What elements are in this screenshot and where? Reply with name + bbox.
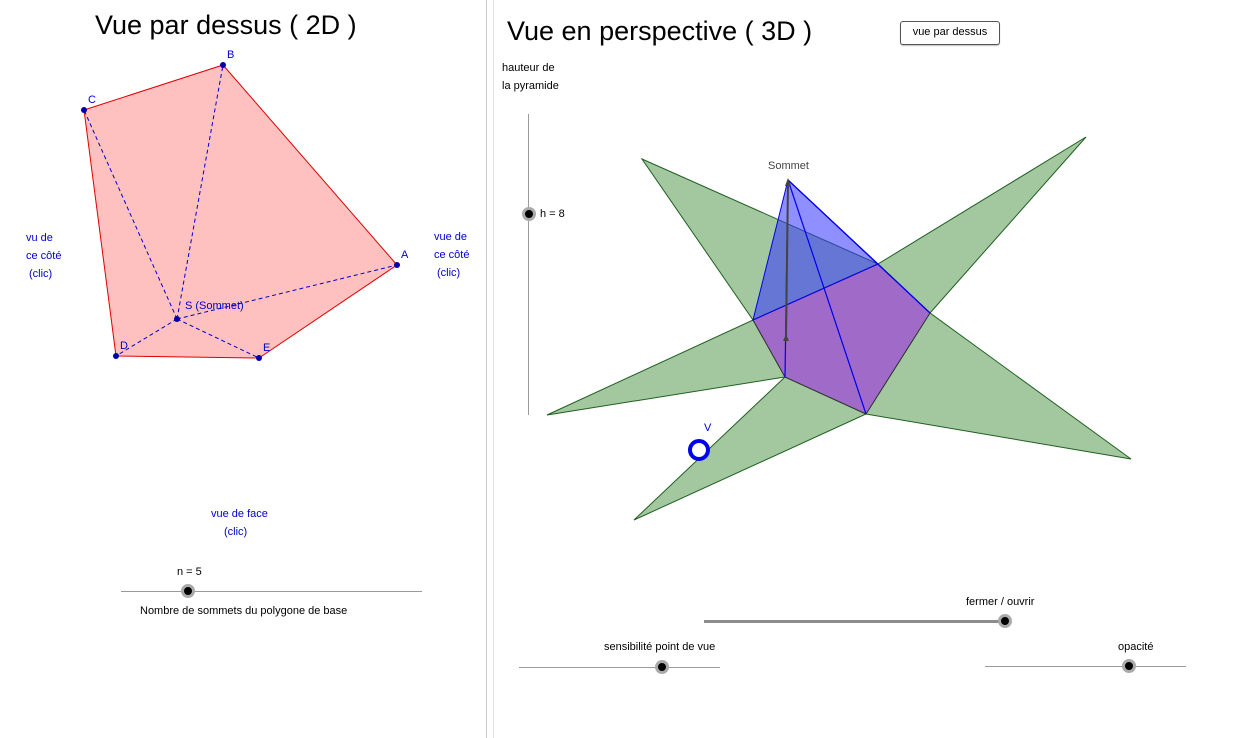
- apex-label: Sommet: [768, 160, 809, 172]
- point-b[interactable]: [220, 62, 226, 68]
- label-s: S (Sommet): [185, 300, 244, 312]
- view-left-line3: (clic): [29, 268, 53, 280]
- height-vector: [785, 181, 789, 341]
- slider-opacity-track[interactable]: [985, 666, 1186, 667]
- pane-divider-right: [493, 0, 494, 738]
- view-front-line2: (clic): [224, 526, 248, 538]
- view-right-line2: ce côté: [434, 249, 470, 261]
- pane-divider-left: [486, 0, 487, 738]
- point-e[interactable]: [256, 355, 262, 361]
- slider-sensitivity-track[interactable]: [519, 667, 720, 668]
- top-view-canvas[interactable]: [0, 0, 490, 738]
- view-front-line1: vue de face: [211, 508, 268, 520]
- top-view-button[interactable]: vue par dessus: [900, 21, 1000, 45]
- label-e: E: [263, 342, 271, 354]
- point-a[interactable]: [394, 262, 400, 268]
- height-label-line1: hauteur de: [502, 62, 555, 74]
- slider-opacity-label: opacité: [1118, 641, 1154, 653]
- view-right-line3: (clic): [437, 267, 461, 279]
- slider-n-label: n = 5: [177, 566, 202, 578]
- slider-open-knob[interactable]: [998, 614, 1012, 628]
- label-b: B: [227, 49, 235, 61]
- slider-sensitivity-label: sensibilité point de vue: [604, 641, 716, 653]
- point-s[interactable]: [174, 316, 180, 322]
- viewpoint-handle[interactable]: [688, 439, 710, 461]
- point-c[interactable]: [81, 107, 87, 113]
- left-pane-title: Vue par dessus ( 2D ): [95, 10, 357, 40]
- viewpoint-label: V: [704, 422, 712, 434]
- slider-open-track[interactable]: [704, 620, 1006, 623]
- slider-h-track[interactable]: [528, 114, 529, 415]
- slider-opacity-knob[interactable]: [1122, 659, 1136, 673]
- height-arrowhead: [785, 178, 791, 186]
- slider-h-knob[interactable]: [522, 207, 536, 221]
- slider-h-label: h = 8: [540, 208, 565, 220]
- view-left-line2: ce côté: [26, 250, 62, 262]
- slider-n-track[interactable]: [121, 591, 422, 592]
- label-a: A: [401, 249, 409, 261]
- slider-n-knob[interactable]: [181, 584, 195, 598]
- slider-sensitivity-knob[interactable]: [655, 660, 669, 674]
- view-left-line1: vu de: [26, 232, 53, 244]
- right-pane-title: Vue en perspective ( 3D ): [507, 16, 813, 46]
- dashed-edges: [83, 64, 398, 359]
- view-right-line1: vue de: [434, 231, 468, 243]
- label-d: D: [120, 340, 128, 352]
- label-c: C: [88, 94, 96, 106]
- point-d[interactable]: [113, 353, 119, 359]
- slider-n-caption: Nombre de sommets du polygone de base: [140, 605, 348, 617]
- height-label-line2: la pyramide: [502, 80, 559, 92]
- height-base-mark: [783, 334, 789, 341]
- slider-open-label: fermer / ouvrir: [966, 596, 1035, 608]
